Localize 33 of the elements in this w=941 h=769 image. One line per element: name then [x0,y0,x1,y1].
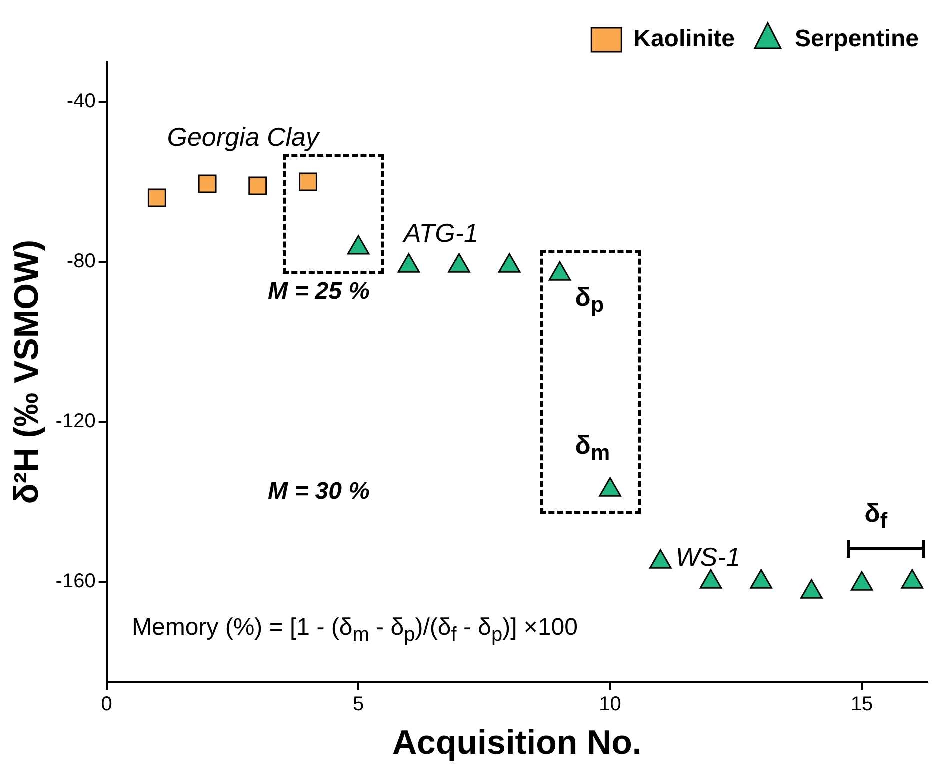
y-tick-label: -120 [56,410,96,433]
annotation: M = 30 % [268,478,370,506]
point [901,569,924,589]
point [347,235,370,255]
annotation: δ$_{m}$ [575,430,610,466]
point [498,253,521,273]
point [800,579,823,599]
y-tick-label: -160 [56,570,96,593]
annotation: δ$_{p}$ [575,282,604,318]
x-tick-label: 0 [101,694,112,716]
annotation: δ$_{f}$ [864,498,888,534]
y-axis-title: δ²H (‰ VSMOW) [8,240,46,504]
point [650,549,672,569]
point [750,569,772,589]
point [448,253,470,273]
point [850,571,874,591]
x-tick-label: 15 [850,694,874,716]
y-tick-label: -80 [66,250,96,273]
point [700,569,722,589]
point [548,261,572,281]
point [398,253,420,273]
annotation: Georgia Clay [167,122,319,154]
annotation: ATG-1 [404,218,479,250]
point [599,477,622,497]
x-tick-label: 5 [353,694,364,716]
x-axis-title: Acquisition No. [392,724,642,762]
y-tick-label: -40 [66,90,96,113]
legend-label: Serpentine [794,26,919,53]
legend-label: Kaolinite [634,26,735,53]
annotation: M = 25 % [268,278,370,306]
annotation: WS-1 [676,542,741,574]
x-tick-label: 10 [599,694,622,716]
text: Memory (%) = [1 - (δ$_{m}$ - δ$_{p}$)/(δ$_{f}$ - δ$_{p}$)] ×100 [132,614,578,646]
